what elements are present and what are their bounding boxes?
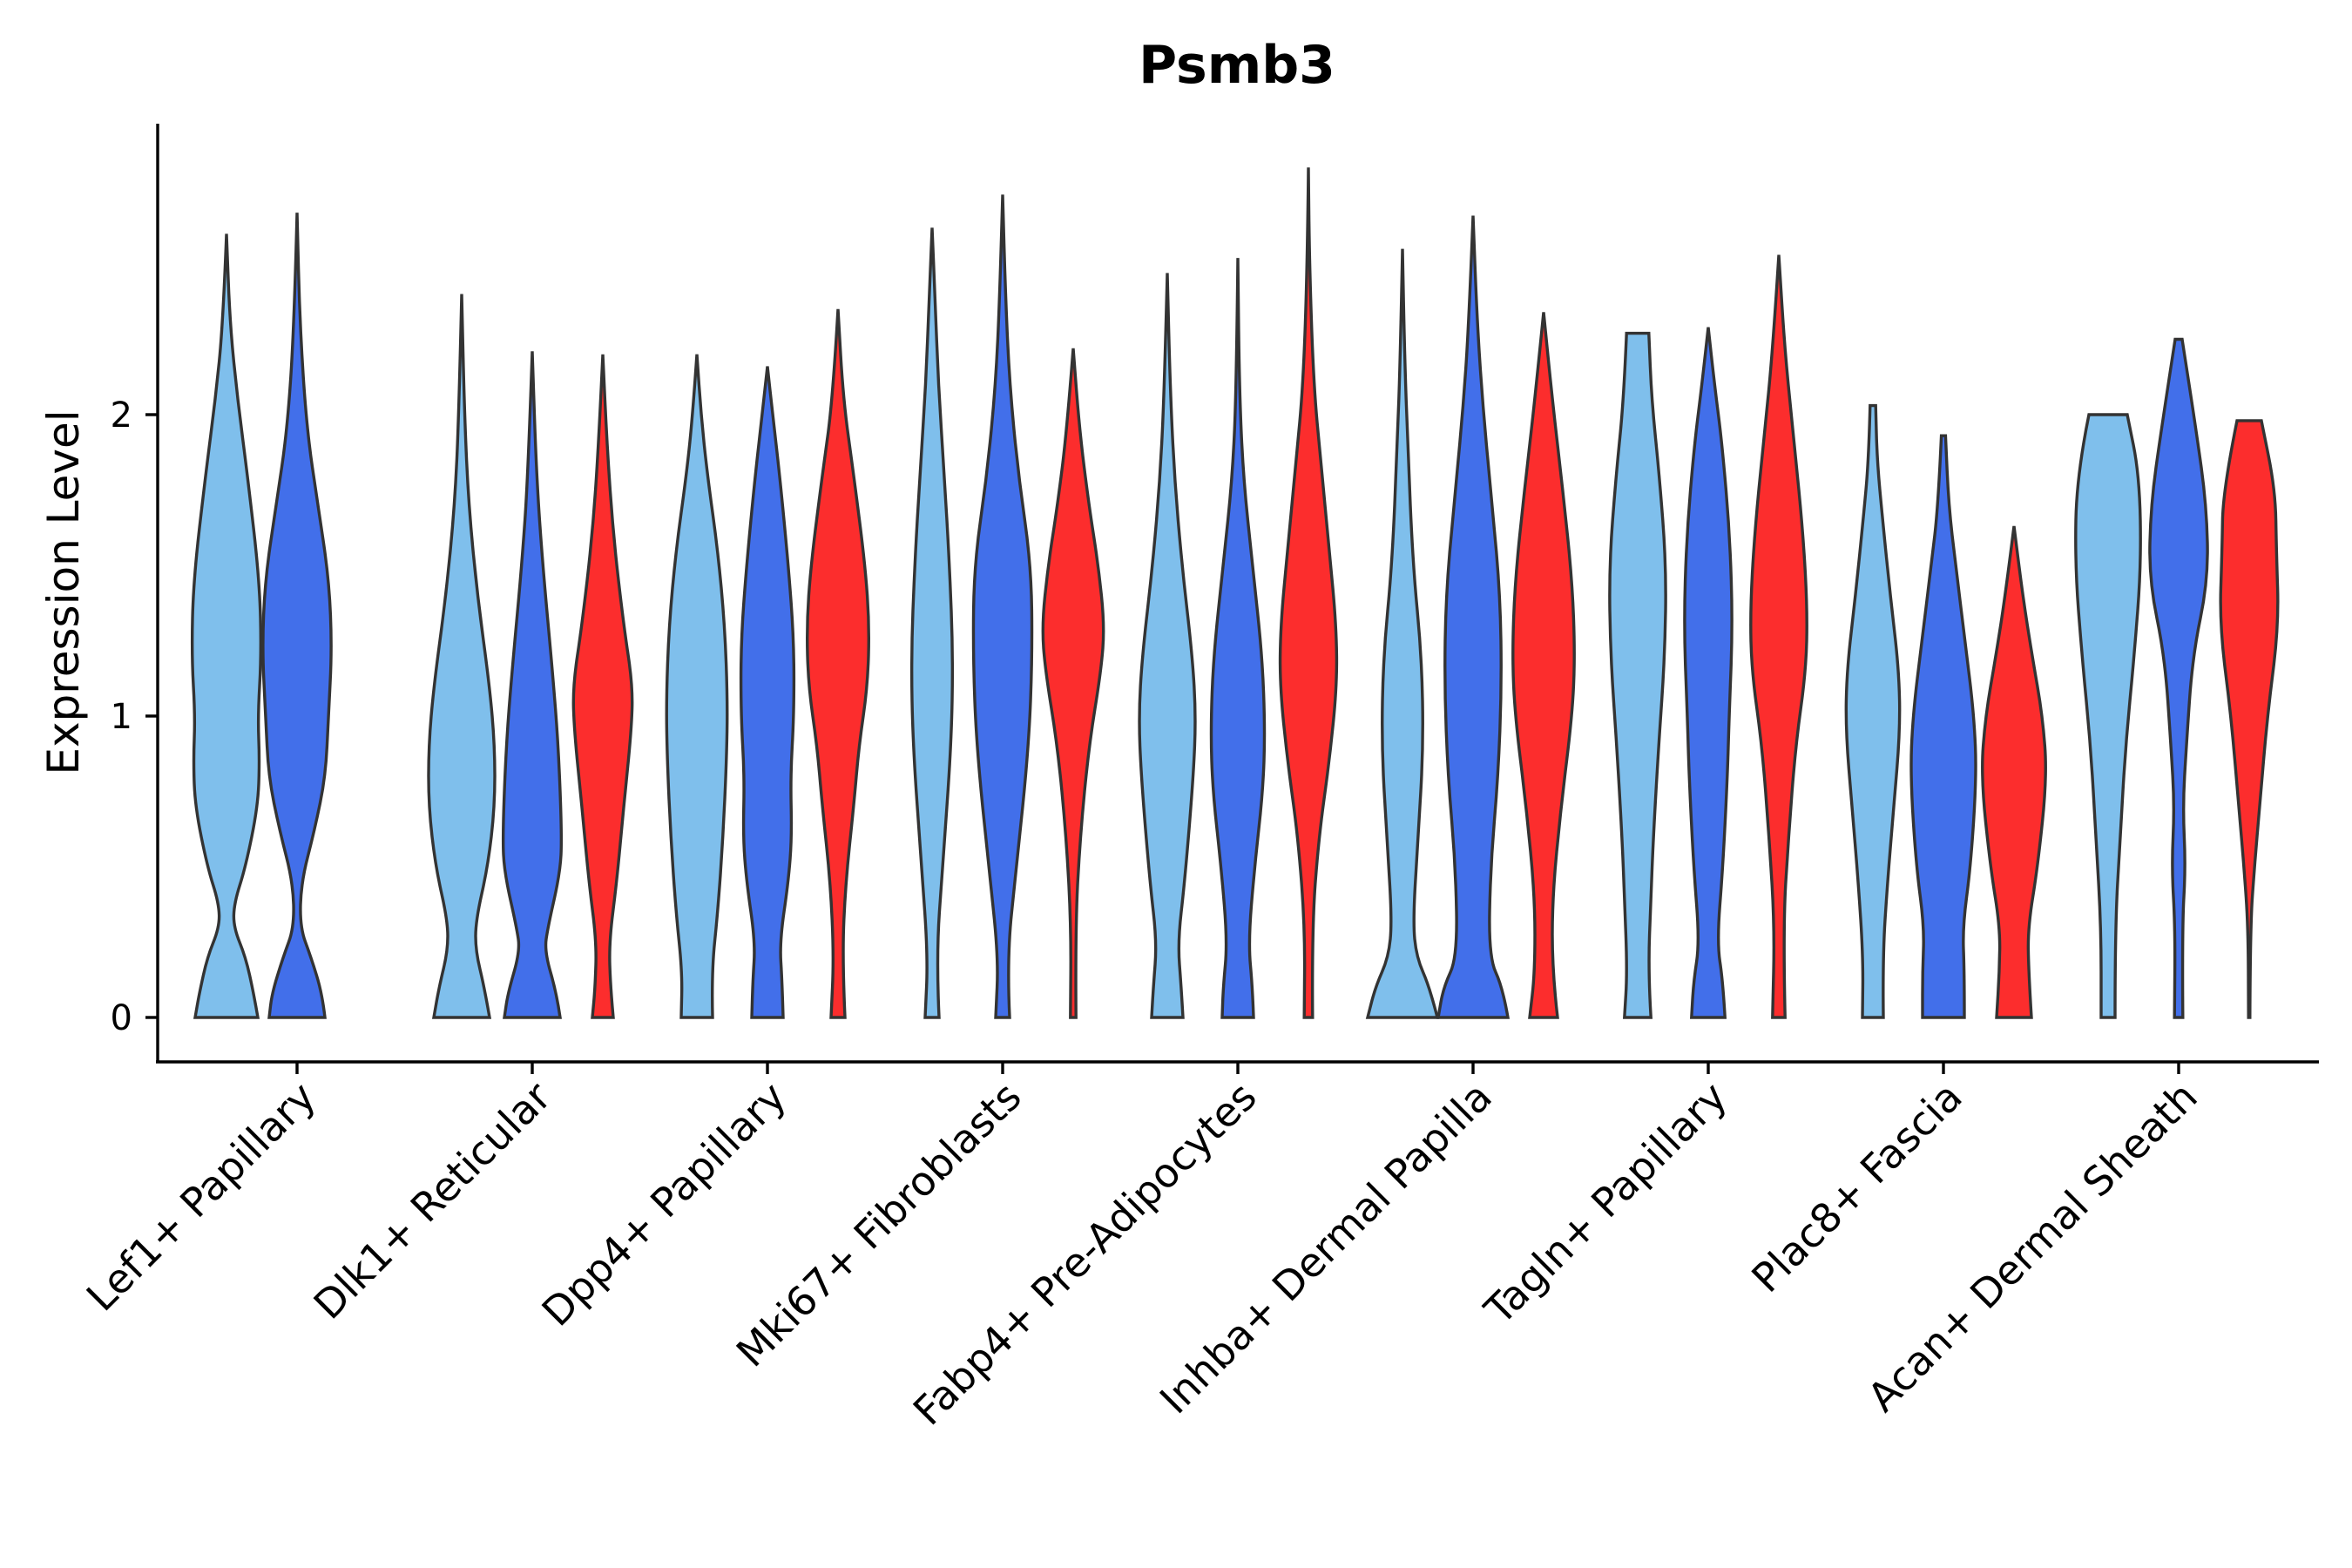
y-axis-ticks: 0 1 2 <box>111 395 158 1038</box>
violin-8-3 <box>1981 525 2047 1019</box>
violin-4-2 <box>971 194 1034 1019</box>
violin-1-1 <box>190 233 263 1019</box>
violin-3-3 <box>806 308 870 1019</box>
violin-8-2 <box>1909 434 1977 1019</box>
violin-9-3 <box>2219 419 2280 1019</box>
violin-1-2 <box>261 213 333 1019</box>
violin-6-2 <box>1436 215 1511 1019</box>
violin-6-1 <box>1365 248 1440 1019</box>
chart-title: Psmb3 <box>1139 35 1335 96</box>
x-tick-label-2: Dlk1+ Reticular <box>305 1073 560 1328</box>
violin-7-2 <box>1683 327 1734 1019</box>
violins-layer <box>190 167 2280 1019</box>
violin-4-3 <box>1041 348 1105 1019</box>
violin-6-3 <box>1511 312 1576 1019</box>
violin-2-1 <box>427 294 497 1019</box>
violin-4-1 <box>909 227 955 1019</box>
y-tick-label-0: 0 <box>111 998 132 1038</box>
x-tick-label-8: Plac8+ Fascia <box>1742 1073 1970 1301</box>
y-tick-label-1: 1 <box>111 697 132 737</box>
violin-5-3 <box>1278 167 1339 1019</box>
violin-2-2 <box>501 351 564 1019</box>
violin-7-3 <box>1749 254 1808 1019</box>
violin-5-2 <box>1209 258 1267 1019</box>
violin-9-1 <box>2074 413 2142 1019</box>
x-tick-label-1: Lef1+ Papillary <box>78 1073 325 1321</box>
violin-2-3 <box>571 354 634 1019</box>
violin-3-2 <box>739 366 796 1019</box>
x-tick-label-3: Dpp4+ Papillary <box>533 1073 795 1335</box>
violin-5-1 <box>1138 273 1197 1019</box>
y-tick-label-2: 2 <box>111 395 132 436</box>
violin-8-1 <box>1844 403 1902 1019</box>
y-axis-title: Expression Level <box>38 409 89 774</box>
x-tick-label-7: Tagln+ Papillary <box>1475 1073 1736 1335</box>
violin-3-1 <box>665 354 729 1019</box>
violin-9-2 <box>2148 337 2209 1019</box>
violin-7-1 <box>1608 331 1667 1019</box>
